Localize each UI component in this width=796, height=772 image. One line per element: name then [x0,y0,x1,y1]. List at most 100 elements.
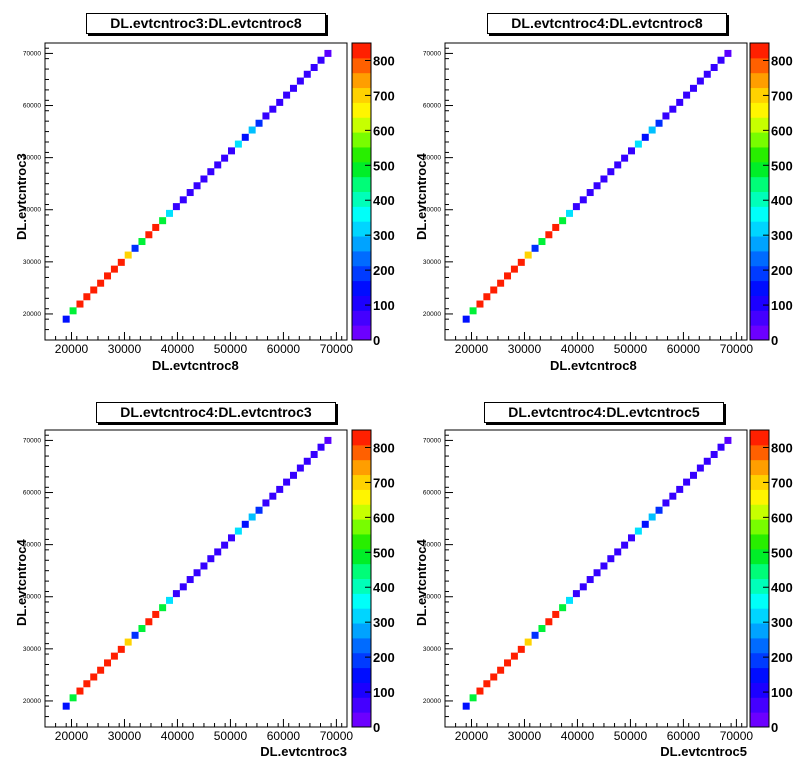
palette-band [352,608,371,624]
heatmap-cell [490,673,498,681]
palette-band [352,57,371,74]
heatmap-cell [159,217,167,225]
heatmap-cell [710,63,718,71]
palette-tick-label: 100 [771,685,793,700]
heatmap-cell [538,625,546,633]
palette-tick-label: 700 [771,88,793,103]
heatmap-cell [289,471,297,479]
heatmap-cell [207,555,215,563]
palette-tick-label: 700 [373,475,395,490]
heatmap-cell [83,293,91,301]
heatmap-cell [634,140,642,148]
heatmap-cell [607,555,615,563]
palette-band [750,578,769,594]
palette-frame [749,429,770,728]
palette-band [750,161,769,178]
heatmap-cell [510,652,518,660]
palette-band [750,652,769,669]
palette-band [352,489,371,505]
y-axis-label: DL.evtcntroc3 [14,153,29,240]
heatmap-cell [510,265,518,273]
palette-tick-label: 200 [771,263,793,278]
y-tick-label: 60000 [23,490,41,497]
palette-frame [351,429,372,728]
heatmap-cell [138,238,146,246]
heatmap-cell [248,513,256,521]
heatmap-cell [531,244,539,252]
palette-band [352,265,371,282]
palette-band [750,593,769,609]
palette-band [352,697,371,713]
palette-band [352,72,371,89]
x-tick-label: 20000 [455,729,489,743]
palette-band [352,206,371,222]
palette-band [750,250,769,267]
heatmap-cell [689,84,697,92]
heatmap-cell [104,272,112,280]
x-tick-label: 50000 [214,729,248,743]
x-tick-label: 60000 [667,729,701,743]
heatmap-cell [531,631,539,639]
heatmap-cell [676,485,684,493]
palette-tick-label: 400 [771,193,793,208]
palette-tick-label: 400 [373,580,395,595]
palette-band [352,682,371,698]
heatmap-cell [717,56,725,64]
heatmap-cell [517,645,525,653]
heatmap-cell [303,457,311,465]
heatmap-cell [324,436,332,444]
heatmap-cell [262,112,270,120]
palette-frame [749,42,770,341]
y-tick-label: 60000 [423,490,441,497]
palette-band [750,132,769,148]
heatmap-cell [131,244,139,252]
y-tick-label: 60000 [423,103,441,110]
heatmap-cell [62,702,70,710]
heatmap-cell [76,300,84,308]
palette-tick-label: 700 [373,88,395,103]
heatmap-cell [145,231,153,239]
y-tick-label: 20000 [423,698,441,705]
pad-bottom-right: 20000 30000 40000 50000 60000 70000 20000 30000… [398,386,796,772]
heatmap-cell [497,279,505,287]
palette-tick-label: 800 [373,53,395,68]
heatmap-cell [90,673,98,681]
heatmap-cell [545,231,553,239]
palette-band [750,265,769,282]
heatmap-cell [193,569,201,577]
heatmap-cell [483,680,491,688]
heatmap-plot: 20000 30000 40000 50000 60000 70000 20000 30000… [423,42,793,356]
palette-band [352,325,371,341]
x-tick-label: 60000 [267,342,301,356]
x-tick-label: 40000 [161,729,195,743]
palette-band [352,310,371,326]
y-tick-label: 20000 [23,311,41,318]
palette-band [352,459,371,476]
plot-title: DL.evtcntroc4:DL.evtcntroc8 [487,13,727,34]
palette-band [750,310,769,326]
palette-band [750,236,769,252]
heatmap-cell [504,272,512,280]
heatmap-cell [607,168,615,176]
heatmap-cell [490,286,498,294]
heatmap-cell [655,119,663,127]
heatmap-cell [124,638,132,646]
heatmap-cell [179,196,187,204]
palette-band [750,444,769,461]
heatmap-cell [669,105,677,113]
heatmap-cell [634,527,642,535]
plot-title: DL.evtcntroc4:DL.evtcntroc3 [96,402,336,423]
heatmap-cell [579,196,587,204]
palette-tick-label: 500 [771,158,793,173]
heatmap-cell [483,293,491,301]
heatmap-cell [566,209,574,217]
heatmap-cell [289,84,297,92]
heatmap-cell [324,49,332,57]
heatmap-cell [703,457,711,465]
heatmap-cell [614,548,622,556]
heatmap-cell [579,583,587,591]
x-tick-label: 30000 [508,342,542,356]
palette-band [352,519,371,535]
heatmap-cell [566,596,574,604]
